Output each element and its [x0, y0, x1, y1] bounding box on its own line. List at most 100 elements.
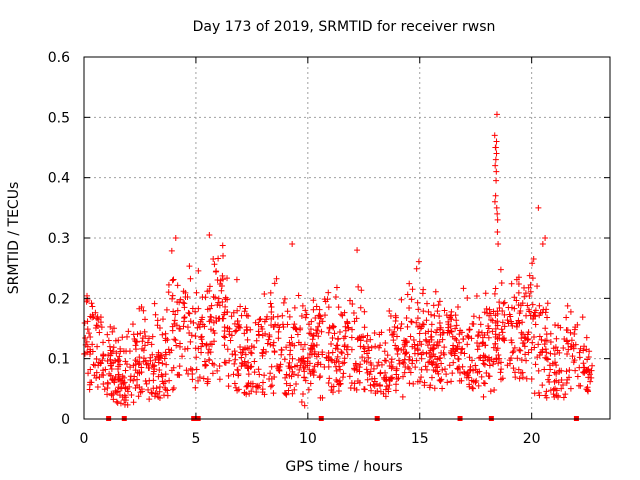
data-point — [328, 356, 335, 363]
data-point — [549, 360, 556, 367]
data-point — [534, 354, 541, 361]
data-point — [365, 354, 372, 361]
data-point — [357, 304, 364, 311]
data-point — [239, 349, 246, 356]
data-point — [331, 330, 338, 337]
data-point — [166, 377, 173, 384]
data-point — [219, 276, 226, 283]
data-point — [526, 272, 533, 279]
data-point — [455, 366, 462, 373]
data-point — [475, 329, 482, 336]
data-point — [547, 338, 554, 345]
data-point — [286, 313, 293, 320]
data-point — [181, 318, 188, 325]
data-point — [271, 280, 278, 287]
data-point — [550, 391, 557, 398]
data-point — [480, 357, 487, 364]
data-point — [172, 337, 179, 344]
data-point — [90, 361, 97, 368]
data-point — [404, 323, 411, 330]
data-point — [298, 313, 305, 320]
data-point — [407, 333, 414, 340]
data-point — [291, 342, 298, 349]
data-point — [388, 359, 395, 366]
data-point — [341, 309, 348, 316]
data-point — [371, 375, 378, 382]
data-point — [415, 306, 422, 313]
data-point — [169, 277, 176, 284]
data-point — [515, 274, 522, 281]
data-point — [337, 381, 344, 388]
data-point — [170, 384, 177, 391]
data-point — [509, 349, 516, 356]
y-tick-label: 0.1 — [48, 352, 70, 368]
data-point — [491, 387, 498, 394]
data-point — [428, 374, 435, 381]
data-point — [117, 345, 124, 352]
data-point — [434, 368, 441, 375]
data-point — [544, 300, 551, 307]
data-point — [458, 329, 465, 336]
data-point — [127, 364, 134, 371]
data-point — [413, 357, 420, 364]
data-point — [416, 330, 423, 337]
data-point — [386, 382, 393, 389]
data-point — [213, 314, 220, 321]
data-point — [190, 319, 197, 326]
data-point — [457, 369, 464, 376]
data-point — [140, 355, 147, 362]
data-point — [364, 376, 371, 383]
data-point — [499, 319, 506, 326]
data-point — [494, 318, 501, 325]
data-point — [474, 340, 481, 347]
data-point — [408, 296, 415, 303]
data-point — [208, 341, 215, 348]
data-point — [438, 376, 445, 383]
data-point — [522, 351, 529, 358]
data-point — [472, 366, 479, 373]
data-point — [203, 342, 210, 349]
data-point — [448, 308, 455, 315]
data-point — [310, 372, 317, 379]
data-point — [134, 369, 141, 376]
data-point — [361, 357, 368, 364]
data-point — [208, 314, 215, 321]
data-point — [377, 342, 384, 349]
y-tick-label: 0.5 — [48, 110, 70, 126]
data-point — [228, 332, 235, 339]
data-point — [288, 373, 295, 380]
data-point — [255, 366, 262, 373]
data-point — [165, 346, 172, 353]
data-point — [222, 303, 229, 310]
data-point — [81, 319, 88, 326]
data-point — [341, 359, 348, 366]
data-point — [301, 368, 308, 375]
data-point — [511, 294, 518, 301]
data-point — [231, 360, 238, 367]
data-point — [567, 308, 574, 315]
data-point — [454, 343, 461, 350]
data-point — [452, 312, 459, 319]
data-point — [448, 328, 455, 335]
data-point — [367, 368, 374, 375]
data-point — [245, 365, 252, 372]
data-point — [173, 322, 180, 329]
data-point — [254, 384, 261, 391]
data-point — [130, 331, 137, 338]
data-point — [406, 353, 413, 360]
data-point — [515, 280, 522, 287]
data-point — [563, 337, 570, 344]
data-point — [516, 375, 523, 382]
data-point — [159, 316, 166, 323]
data-point — [195, 305, 202, 312]
data-point — [392, 387, 399, 394]
data-point — [332, 345, 339, 352]
data-point — [543, 355, 550, 362]
data-point — [543, 306, 550, 313]
data-point — [371, 329, 378, 336]
data-point — [139, 338, 146, 345]
data-point — [283, 344, 290, 351]
data-point — [265, 336, 272, 343]
data-point — [158, 371, 165, 378]
data-point — [391, 323, 398, 330]
